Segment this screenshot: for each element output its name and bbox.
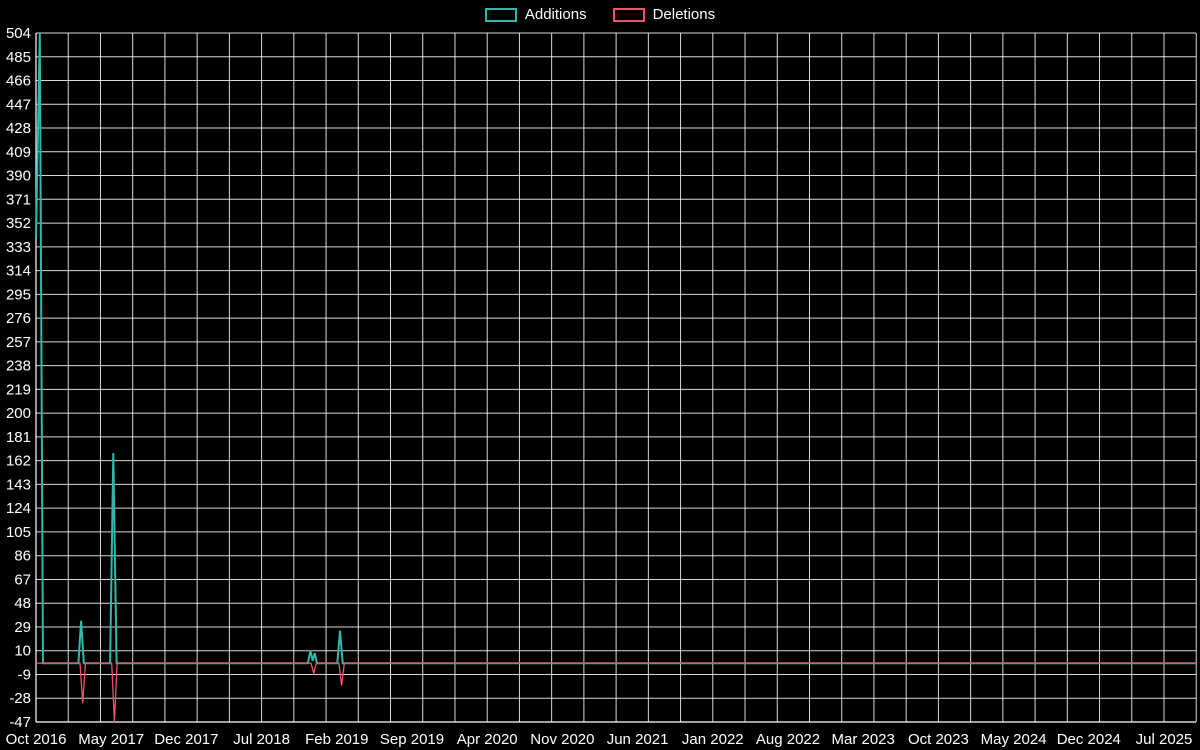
y-tick-label: 67	[14, 571, 31, 588]
y-tick-label: 295	[6, 286, 31, 303]
y-tick-label: 352	[6, 215, 31, 232]
y-tick-label: -9	[18, 666, 31, 683]
y-tick-label: 162	[6, 453, 31, 470]
y-tick-label: 257	[6, 334, 31, 351]
y-tick-label: 105	[6, 524, 31, 541]
x-tick-label: Nov 2020	[530, 731, 594, 748]
y-tick-label: 48	[14, 595, 31, 612]
y-tick-label: 181	[6, 429, 31, 446]
x-tick-label: Dec 2017	[154, 731, 218, 748]
y-tick-label: 447	[6, 96, 31, 113]
y-tick-label: 428	[6, 120, 31, 137]
y-tick-label: 409	[6, 144, 31, 161]
legend-item-deletions[interactable]: Deletions	[612, 6, 716, 23]
y-tick-label: 276	[6, 310, 31, 327]
legend-label: Additions	[524, 6, 587, 23]
y-tick-label: 86	[14, 548, 31, 565]
y-tick-label: 504	[6, 25, 31, 42]
y-tick-label: 29	[14, 619, 31, 636]
x-tick-label: Feb 2019	[305, 731, 368, 748]
x-tick-label: Sep 2019	[380, 731, 444, 748]
y-tick-label: 200	[6, 405, 31, 422]
y-tick-label: 314	[6, 263, 31, 280]
x-tick-label: Jul 2025	[1136, 731, 1193, 748]
legend-item-additions[interactable]: Additions	[484, 6, 587, 23]
x-tick-label: Jul 2018	[233, 731, 290, 748]
x-tick-label: Dec 2024	[1057, 731, 1121, 748]
x-tick-label: Oct 2016	[6, 731, 67, 748]
x-tick-label: Jan 2022	[682, 731, 744, 748]
deletions-line	[36, 662, 1197, 723]
x-tick-label: Mar 2023	[832, 731, 895, 748]
x-tick-label: May 2024	[981, 731, 1047, 748]
y-tick-label: -47	[9, 714, 31, 731]
y-tick-label: 371	[6, 191, 31, 208]
legend-label: Deletions	[652, 6, 716, 23]
legend-swatch-deletions	[612, 7, 645, 22]
x-tick-label: Jun 2021	[607, 731, 669, 748]
y-tick-label: -28	[9, 690, 31, 707]
chart-legend: Additions Deletions	[0, 7, 1200, 22]
y-tick-label: 219	[6, 381, 31, 398]
y-tick-label: 390	[6, 168, 31, 185]
y-tick-label: 143	[6, 476, 31, 493]
y-tick-label: 10	[14, 643, 31, 660]
x-tick-label: Aug 2022	[756, 731, 820, 748]
y-tick-label: 238	[6, 358, 31, 375]
y-tick-label: 124	[6, 500, 31, 517]
y-tick-label: 466	[6, 73, 31, 90]
x-tick-label: Oct 2023	[908, 731, 969, 748]
legend-swatch-additions	[484, 7, 517, 22]
x-tick-label: May 2017	[78, 731, 144, 748]
x-tick-label: Apr 2020	[457, 731, 518, 748]
y-tick-label: 333	[6, 239, 31, 256]
y-tick-label: 485	[6, 49, 31, 66]
